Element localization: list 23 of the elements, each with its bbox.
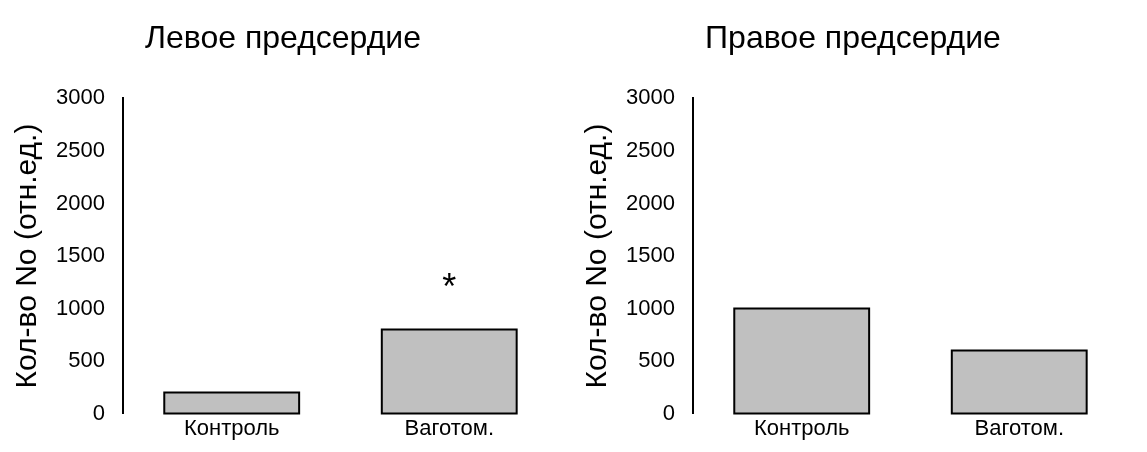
- y-axis-title: Кол-во No (отн.ед.): [9, 123, 43, 389]
- annotation: *: [442, 266, 457, 308]
- y-tick-label: 1000: [55, 294, 105, 320]
- y-tick-label: 1500: [625, 242, 675, 268]
- chart-title: Левое предсердие: [144, 19, 422, 56]
- y-tick-label: 2500: [55, 137, 105, 162]
- y-tick-label: 0: [92, 399, 105, 425]
- y-tick-label: 1500: [55, 242, 105, 268]
- y-tick-label: 500: [638, 347, 675, 373]
- y-tick-label: 500: [68, 347, 105, 373]
- y-tick-label: 2000: [55, 189, 105, 215]
- x-tick-label: Контроль: [183, 414, 280, 440]
- y-tick-label: 3000: [55, 84, 105, 110]
- y-tick-label: 0: [662, 399, 675, 425]
- x-tick-label: Ваготом.: [974, 414, 1064, 440]
- y-tick-label: 2500: [625, 137, 675, 162]
- y-tick-label: 2000: [625, 189, 675, 215]
- x-tick-label: Ваготом.: [404, 414, 494, 440]
- y-tick-label: 3000: [625, 84, 675, 110]
- x-tick-label: Контроль: [753, 414, 850, 440]
- chart-title: Правое предсердие: [705, 19, 1001, 56]
- y-axis-title: Кол-во No (отн.ед.): [579, 123, 613, 389]
- y-tick-label: 1000: [625, 294, 675, 320]
